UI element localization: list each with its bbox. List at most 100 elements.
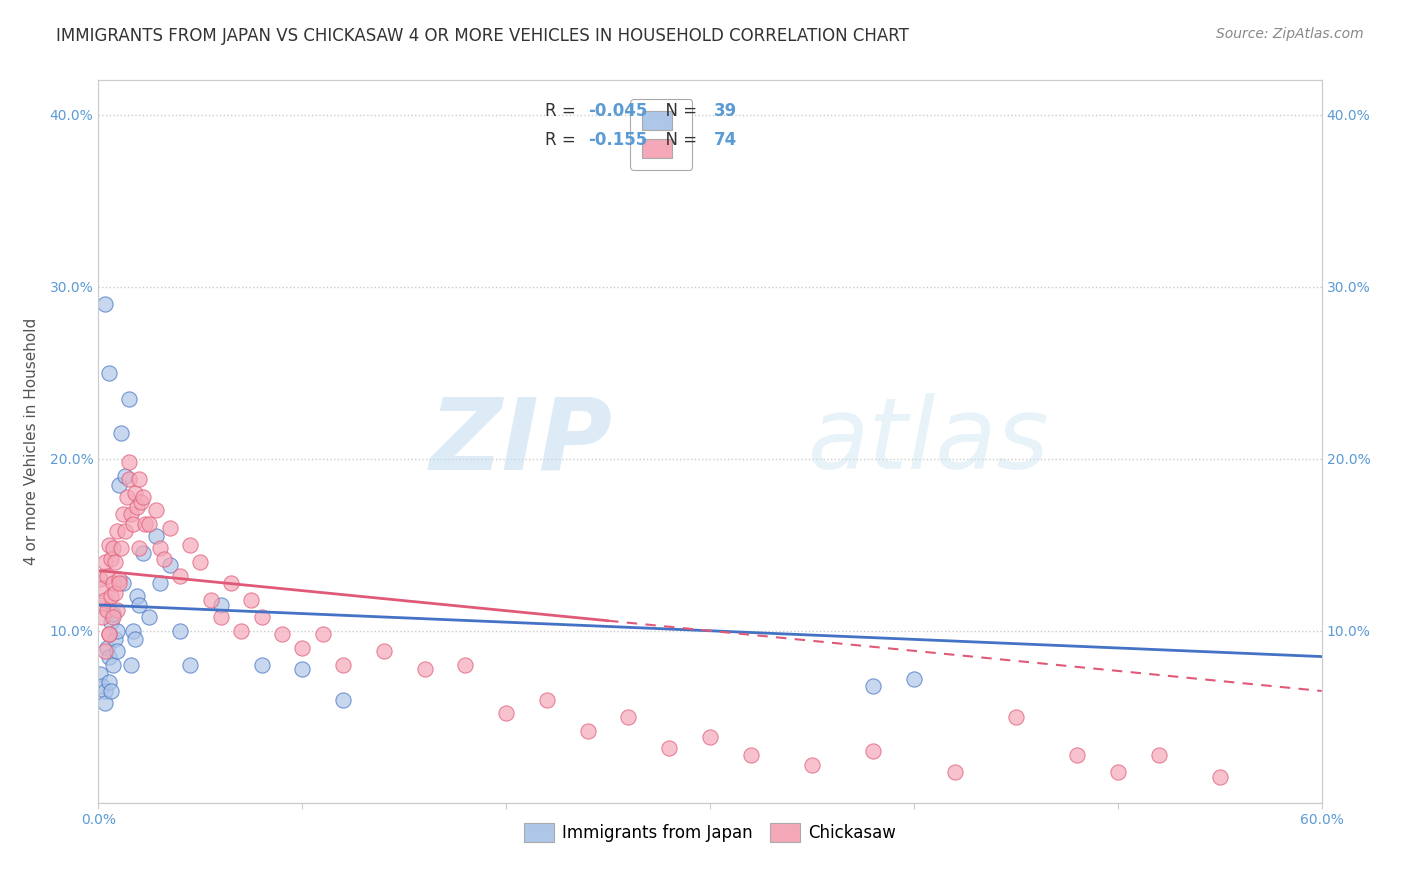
Point [127,590,149,604]
Point [122,517,145,532]
Point [91,610,114,624]
Text: -0.045: -0.045 [588,102,647,120]
Point [188,555,212,569]
Text: Source: ZipAtlas.com: Source: ZipAtlas.com [1216,27,1364,41]
Text: 39: 39 [714,102,737,120]
Point [617,710,640,724]
Point [97,366,120,380]
Point [658,740,681,755]
Point [576,723,599,738]
Point [122,624,145,638]
Point [332,692,354,706]
Point [129,494,152,508]
Point [169,568,191,582]
Point [291,640,314,655]
Point [89,666,111,681]
Point [454,658,477,673]
Point [111,575,134,590]
Point [115,490,138,504]
Point [169,624,191,638]
Point [332,658,354,673]
Text: N =: N = [655,130,703,149]
Point [699,731,721,745]
Point [96,640,118,655]
Point [118,392,141,406]
Point [105,603,128,617]
Point [91,679,114,693]
Point [152,551,174,566]
Point [104,586,127,600]
Point [200,592,222,607]
Point [159,520,181,534]
Point [862,744,884,758]
Point [149,575,172,590]
Point [104,555,127,569]
Point [101,541,124,556]
Point [105,624,128,638]
Point [100,684,122,698]
Point [128,541,150,556]
Point [134,517,156,532]
Point [101,575,124,590]
Point [93,592,115,607]
Point [270,627,294,641]
Point [93,555,115,569]
Point [120,658,142,673]
Point [93,684,115,698]
Text: atlas: atlas [808,393,1049,490]
Point [312,627,335,641]
Point [179,658,201,673]
Point [124,632,146,647]
Text: N =: N = [655,102,703,120]
Point [105,644,128,658]
Point [495,706,517,721]
Point [118,455,141,469]
Point [1004,710,1026,724]
Point [209,610,232,624]
Point [108,477,131,491]
Point [138,517,160,532]
Point [291,662,314,676]
Point [209,598,232,612]
Point [105,524,128,538]
Point [114,469,136,483]
Text: ZIP: ZIP [429,393,612,490]
Point [1147,747,1170,762]
Point [104,632,127,647]
Point [97,538,120,552]
Point [179,538,201,552]
Point [93,696,115,710]
Point [91,581,114,595]
Point [96,568,118,582]
Point [100,551,122,566]
Legend: Immigrants from Japan, Chickasaw: Immigrants from Japan, Chickasaw [517,816,903,848]
Point [101,610,124,624]
Point [110,425,132,440]
Point [120,507,142,521]
Point [536,692,558,706]
Point [101,658,124,673]
Point [801,758,824,772]
Point [108,575,131,590]
Text: -0.155: -0.155 [588,130,647,149]
Point [124,486,146,500]
Point [110,541,132,556]
Point [97,649,120,664]
Point [132,546,155,560]
Point [1066,747,1088,762]
Point [96,603,118,617]
Point [138,610,160,624]
Y-axis label: 4 or more Vehicles in Household: 4 or more Vehicles in Household [24,318,38,566]
Point [943,764,966,779]
Point [97,675,120,690]
Point [250,610,273,624]
Point [219,575,242,590]
Text: IMMIGRANTS FROM JAPAN VS CHICKASAW 4 OR MORE VEHICLES IN HOUSEHOLD CORRELATION C: IMMIGRANTS FROM JAPAN VS CHICKASAW 4 OR … [56,27,910,45]
Point [128,472,150,486]
Point [240,592,263,607]
Text: R =: R = [546,130,581,149]
Point [413,662,436,676]
Point [250,658,273,673]
Point [97,627,120,641]
Point [111,507,134,521]
